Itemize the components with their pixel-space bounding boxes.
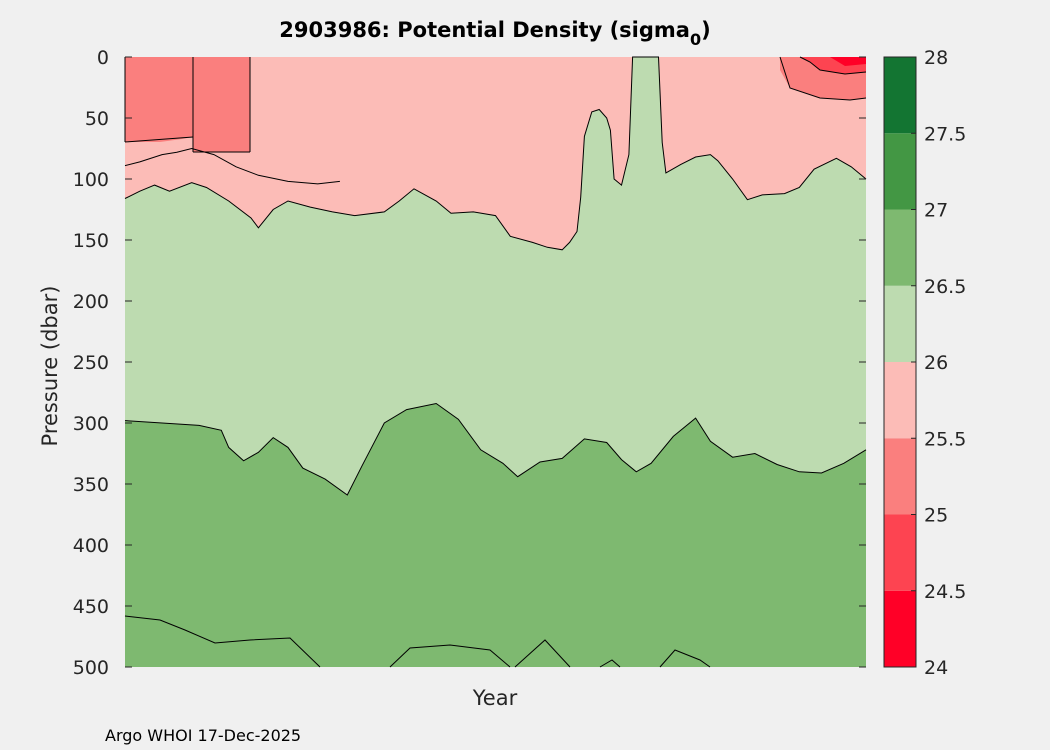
colorbar-segment [884, 590, 916, 667]
y-tick-label: 200 [73, 291, 109, 313]
y-tick-label: 400 [73, 535, 109, 557]
chart-title: 2903986: Potential Density (sigma0) [279, 18, 710, 49]
isopycnal-26.5 [124, 402, 867, 496]
colorbar-tick-label: 27.5 [924, 123, 966, 145]
chart-title-suffix: ) [701, 18, 711, 42]
colorbar-segment [884, 209, 916, 286]
y-tick-label: 500 [73, 657, 109, 679]
chart-title-subscript: 0 [690, 30, 701, 49]
colorbar-tick-label: 26 [924, 352, 948, 374]
isopycnal-25-right [779, 56, 867, 101]
colorbar-tick-label: 25.5 [924, 428, 966, 450]
colorbar-tick-label: 26.5 [924, 276, 966, 298]
pocket-outlines-bottom [124, 136, 250, 153]
colorbar-tick-label: 25 [924, 505, 948, 527]
colorbar-segment [884, 362, 916, 439]
colorbar-segment [884, 285, 916, 362]
y-tick-label: 100 [73, 169, 109, 191]
colorbar-tick-label: 24 [924, 657, 948, 679]
y-tick-label: 50 [85, 108, 109, 130]
footer-credit: Argo WHOI 17-Dec-2025 [105, 726, 301, 745]
band-24-24.5-pocket [830, 57, 866, 66]
colorbar-segment [884, 57, 916, 134]
y-tick-label: 350 [73, 474, 109, 496]
colorbar-tick-label: 27 [924, 200, 948, 222]
isopycnal-25.5 [124, 147, 340, 185]
chart-title-main: 2903986: Potential Density (sigma [279, 18, 690, 42]
isopycnal-24.5-right [799, 56, 867, 75]
y-axis: 0 50 100 150 200 250 300 350 400 450 500 [73, 47, 866, 679]
y-tick-label: 250 [73, 352, 109, 374]
isopycnal-27-mid [389, 644, 511, 668]
colorbar-segment [884, 133, 916, 210]
isopycnal-27-mid3 [599, 659, 621, 668]
colorbar-segment [884, 514, 916, 591]
colorbar: 24 24.5 25 25.5 26 26.5 27 27.5 28 [883, 47, 966, 679]
isopycnal-27-mid2 [514, 639, 571, 668]
y-tick-label: 0 [97, 47, 109, 69]
colorbar-tick-label: 24.5 [924, 581, 966, 603]
colorbar-segment [884, 438, 916, 515]
y-tick-label: 150 [73, 230, 109, 252]
isopycnal-27-right [659, 649, 711, 668]
pocket-outlines [124, 57, 251, 152]
y-tick-label: 450 [73, 596, 109, 618]
band-25.5-26 [125, 57, 866, 250]
y-axis-label: Pressure (dbar) [38, 286, 62, 447]
x-axis-label: Year [472, 686, 518, 710]
isopycnal-26 [124, 56, 867, 251]
colorbar-tick-label: 28 [924, 47, 948, 69]
isopycnal-27-left [124, 615, 321, 668]
band-25-25.5-pocket-center [193, 57, 250, 152]
y-tick-label: 300 [73, 413, 109, 435]
plot-area [124, 56, 867, 668]
band-25-25.5-pocket-left [125, 57, 193, 142]
